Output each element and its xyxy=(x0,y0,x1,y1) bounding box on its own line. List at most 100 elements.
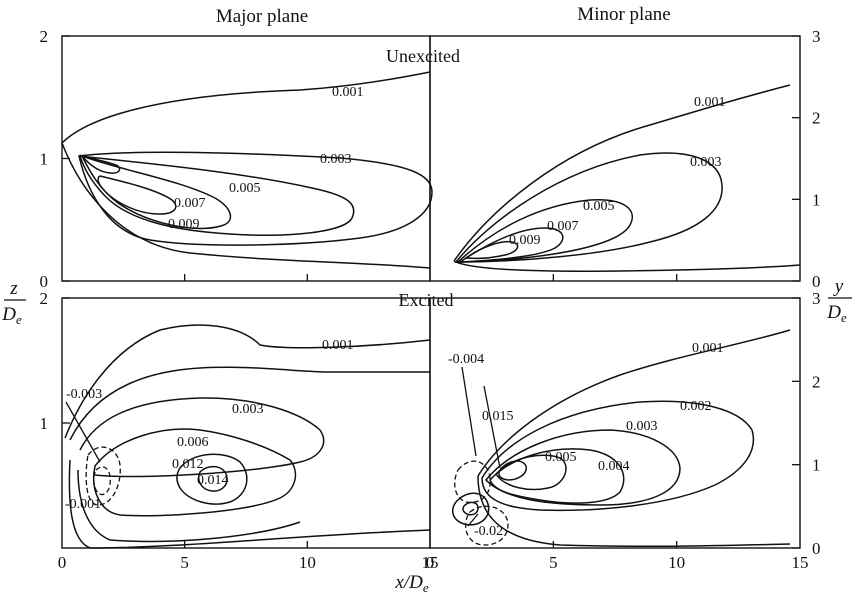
level-label: 0.007 xyxy=(174,196,206,211)
ytick-label: 3 xyxy=(812,27,821,46)
contour-minor-unexcited-0.009 xyxy=(463,240,519,260)
level-label: 0.003 xyxy=(690,155,722,170)
level-label: 0.012 xyxy=(172,457,204,472)
xtick-label: 5 xyxy=(180,553,189,572)
ytick-label: 0 xyxy=(40,272,49,291)
level-label: 0.001 xyxy=(692,341,724,356)
row-title-excited: Excited xyxy=(399,290,454,310)
level-label: 0.003 xyxy=(232,402,264,417)
column-title-major: Major plane xyxy=(216,6,308,27)
level-label: 0.009 xyxy=(509,233,541,248)
xtick-label: 0 xyxy=(426,553,435,572)
xtick-label: 5 xyxy=(549,553,558,572)
level-label: -0.003 xyxy=(66,387,102,402)
contour-major-excited-0.006 xyxy=(93,428,297,517)
contour-minor-excited-0.001-lower xyxy=(477,475,791,548)
minor-excited-contours: 0.001 0.002 0.003 0.004 0.005 0.015 -0.0… xyxy=(448,329,791,548)
contour-major-excited-0.001-inner xyxy=(69,366,430,441)
right-ylabel: y De xyxy=(826,276,852,325)
contour-minor-excited-0.015 xyxy=(498,460,527,481)
ytick-label: 2 xyxy=(812,372,821,391)
minor-unexcited-contours: 0.001 0.003 0.005 0.007 0.009 xyxy=(453,84,801,272)
xtick-label: 15 xyxy=(792,553,809,572)
xtick-label: 0 xyxy=(58,553,67,572)
level-label: 0.014 xyxy=(197,473,229,488)
contour-major-excited-0.006-lower xyxy=(77,469,301,543)
contour-major-excited-negative-inner xyxy=(93,466,111,496)
ytick-label: 1 xyxy=(40,414,49,433)
level-label: -0.02 xyxy=(474,524,503,539)
leader-line xyxy=(461,366,477,457)
ytick-label: 0 xyxy=(812,539,821,558)
level-label: 0.003 xyxy=(626,419,658,434)
xtick-label: 15 xyxy=(422,553,439,572)
contour-minor-excited-0.002 xyxy=(481,400,755,512)
level-label: 0.001 xyxy=(694,95,726,110)
leader-line xyxy=(483,385,501,469)
ytick-label: 1 xyxy=(812,190,821,209)
contour-major-excited-0.014 xyxy=(198,465,228,492)
right-ylabel-den: De xyxy=(826,302,847,325)
level-label: 0.003 xyxy=(320,152,352,167)
contour-major-excited-0.001-lower xyxy=(68,459,431,549)
ytick-label: 1 xyxy=(40,150,49,169)
ytick-label: 3 xyxy=(812,289,821,308)
xtick-label: 10 xyxy=(299,553,316,572)
left-ylabel-num: z xyxy=(9,278,18,299)
column-title-minor: Minor plane xyxy=(577,4,670,25)
panel-frames xyxy=(61,35,801,549)
row-title-unexcited: Unexcited xyxy=(386,46,460,66)
left-ylabel: z De xyxy=(1,278,26,327)
contour-major-unexcited-0.003 xyxy=(78,151,433,246)
level-label: 0.015 xyxy=(482,409,514,424)
ytick-label: 1 xyxy=(812,456,821,475)
xtick-label: 10 xyxy=(668,553,685,572)
level-label: 0.005 xyxy=(545,450,577,465)
contour-major-excited-0.001 xyxy=(64,324,431,439)
leader-line xyxy=(65,401,101,463)
ytick-label: 2 xyxy=(40,289,49,308)
leader-line xyxy=(467,513,479,527)
frame-minor-excited xyxy=(429,297,801,549)
contour-minor-excited-0.003 xyxy=(485,429,681,506)
contour-minor-unexcited-0.001 xyxy=(453,84,791,262)
contour-minor-unexcited-0.007 xyxy=(457,227,564,263)
contour-minor-excited-negative-core xyxy=(451,492,490,526)
contour-minor-excited-0.004 xyxy=(489,448,625,504)
frame-major-unexcited xyxy=(61,35,431,282)
contour-major-unexcited-0.009 xyxy=(97,175,177,215)
contour-major-unexcited-0.001-lower xyxy=(61,142,431,269)
level-label: -0.001 xyxy=(65,497,101,512)
contour-major-excited-0.003 xyxy=(79,397,325,478)
level-label: 0.004 xyxy=(598,459,630,474)
ytick-label: 0 xyxy=(812,272,821,291)
contour-major-unexcited-core xyxy=(79,154,121,174)
level-label: 0.006 xyxy=(177,435,209,450)
contour-minor-excited-negative-2 xyxy=(464,505,509,546)
contour-major-excited-0.012 xyxy=(176,453,248,505)
contour-minor-unexcited-0.005 xyxy=(456,199,633,263)
contour-minor-excited-negative-core-inner xyxy=(462,501,479,516)
level-label: 0.001 xyxy=(322,338,354,353)
level-label: 0.001 xyxy=(332,85,364,100)
level-label: 0.005 xyxy=(229,181,261,196)
contour-major-unexcited-0.001 xyxy=(61,71,431,144)
level-label: 0.002 xyxy=(680,399,712,414)
contour-major-excited-negative xyxy=(85,446,121,506)
level-label: -0.004 xyxy=(448,352,484,367)
level-label: 0.009 xyxy=(168,217,200,232)
frame-minor-unexcited xyxy=(429,35,801,282)
xlabel: x/De xyxy=(394,572,428,595)
contour-minor-excited-negative xyxy=(454,460,491,504)
right-ylabel-num: y xyxy=(833,276,844,297)
contour-minor-excited-0.001 xyxy=(477,329,791,477)
contour-minor-excited-0.005 xyxy=(495,454,567,491)
ytick-label: 2 xyxy=(40,27,49,46)
contour-minor-unexcited-0.001-lower xyxy=(453,260,801,272)
left-ylabel-den: De xyxy=(1,304,22,327)
contour-major-unexcited-0.005 xyxy=(78,155,355,236)
level-label: 0.007 xyxy=(547,219,579,234)
contour-minor-unexcited-0.003 xyxy=(454,152,723,263)
